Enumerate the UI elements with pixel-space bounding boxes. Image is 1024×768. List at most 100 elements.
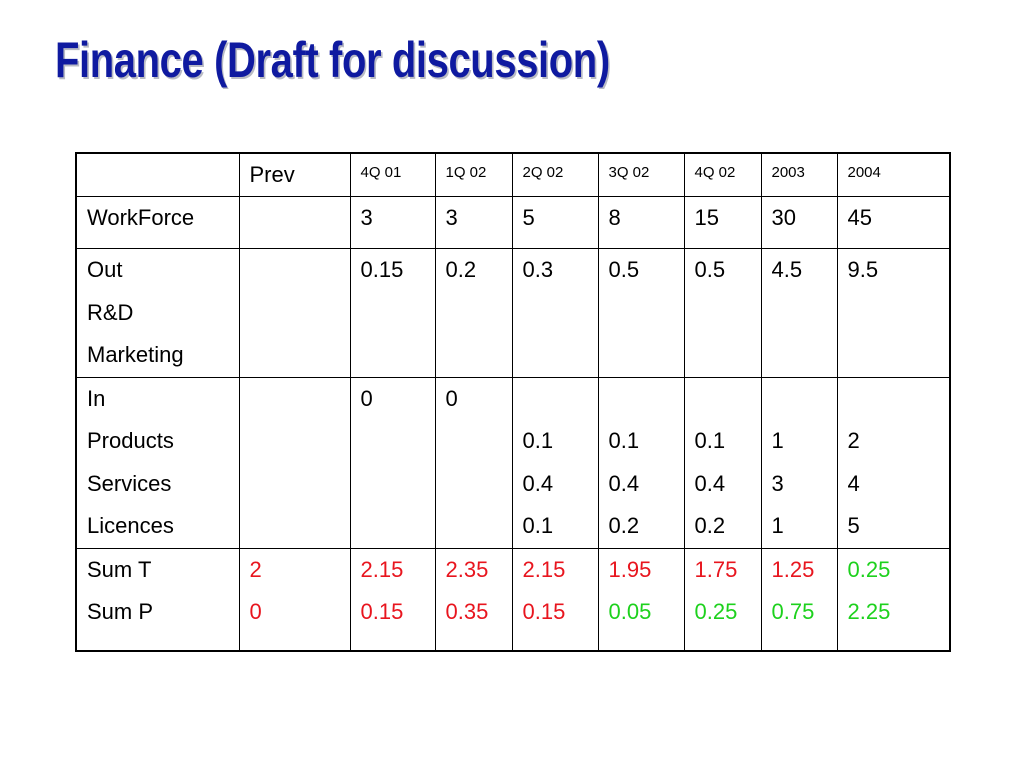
cell-line: [250, 378, 350, 420]
sum-t-value: 2.15: [360, 556, 404, 582]
cell-line: 2: [847, 428, 860, 453]
sum-p-value: 0.35: [445, 599, 489, 624]
sum-p-value: 0: [249, 599, 262, 624]
row-label-in: In Products Services Licences: [75, 376, 240, 549]
cell-line: [523, 378, 598, 420]
row-label: Licences: [87, 513, 174, 538]
table-cell: 30: [760, 196, 838, 249]
table-cell: 3: [349, 196, 436, 249]
cell-line: 0.1: [522, 513, 554, 538]
sum-p-value: 0.05: [608, 599, 652, 624]
row-label: Products: [87, 428, 174, 453]
cell-line: [361, 505, 435, 547]
cell-line: 0.2: [694, 513, 726, 538]
cell-line: 0.4: [608, 470, 640, 496]
table-cell: 15: [683, 196, 762, 249]
row-label-sums: Sum T Sum P: [75, 547, 240, 652]
cell-line: [361, 463, 435, 506]
cell-line: [446, 463, 512, 506]
header-cell-3q02: 3Q 02: [597, 152, 685, 197]
cell-line: [695, 378, 761, 420]
sum-p-value: 0.75: [771, 599, 815, 624]
cell-line: 0.1: [694, 428, 726, 453]
row-label: Out: [87, 257, 123, 282]
sum-p-value: 0.25: [694, 599, 738, 624]
cell-line: 5: [847, 513, 860, 538]
cell-line: [609, 378, 684, 420]
table-cell: 0.25 2.25: [836, 547, 951, 652]
row-label: R&D: [87, 299, 134, 325]
sum-t-value: 1.95: [608, 556, 652, 582]
table-cell: 0.3: [511, 248, 599, 378]
cell-line: 0.1: [522, 428, 554, 453]
table-cell: 1.95 0.05: [597, 547, 685, 652]
cell-line: 0.4: [522, 470, 554, 496]
cell-line: 0: [360, 385, 373, 411]
table-cell: 1.75 0.25: [683, 547, 762, 652]
page-title: Finance (Draft for discussion): [55, 32, 610, 88]
table-cell: [238, 248, 351, 378]
cell-line: 3: [771, 470, 784, 496]
header-cell-empty: [75, 152, 240, 197]
cell-line: [446, 505, 512, 547]
cell-line: 0: [445, 385, 458, 411]
table-cell: 45: [836, 196, 951, 249]
table-cell: 1.25 0.75: [760, 547, 838, 652]
table-cell: 0.5: [683, 248, 762, 378]
table-cell: 1 3 1: [760, 376, 838, 549]
out-row: Out R&D Marketing 0.15 0.2 0.3 0.5 0.5 4…: [75, 248, 951, 378]
sum-t-value: 0.25: [847, 556, 891, 582]
table-cell: 2.35 0.35: [434, 547, 513, 652]
cell-line: 0.4: [694, 470, 726, 496]
table-cell: 2 0: [238, 547, 351, 652]
sum-p-value: 0.15: [522, 599, 566, 624]
table-cell: 0.15: [349, 248, 436, 378]
row-label: Marketing: [87, 342, 184, 367]
table-cell: 8: [597, 196, 685, 249]
table-cell: 0.1 0.4 0.2: [683, 376, 762, 549]
table-cell: [238, 196, 351, 249]
table-cell: 9.5: [836, 248, 951, 378]
row-label-out: Out R&D Marketing: [75, 248, 240, 378]
table-cell: 2.15 0.15: [511, 547, 599, 652]
header-cell-2004: 2004: [836, 152, 951, 197]
sum-t-value: 1.25: [771, 556, 815, 582]
row-label: Sum P: [87, 599, 154, 624]
header-cell-prev: Prev: [238, 152, 351, 197]
cell-line: 0.2: [608, 513, 640, 538]
in-row: In Products Services Licences 0 0: [75, 376, 951, 549]
cell-line: [250, 505, 350, 547]
table-cell: 0.5: [597, 248, 685, 378]
row-label-workforce: WorkForce: [75, 196, 240, 249]
sum-t-value: 2: [249, 556, 262, 582]
table-cell: 0: [434, 376, 513, 549]
table-cell: 0.1 0.4 0.1: [511, 376, 599, 549]
workforce-row: WorkForce 3 3 5 8 15 30 45: [75, 196, 951, 249]
header-row: Prev 4Q 01 1Q 02 2Q 02 3Q 02 4Q 02 2003 …: [75, 152, 951, 197]
table-cell: 4.5: [760, 248, 838, 378]
sum-row: Sum T Sum P 2 0 2.15 0.15 2.35 0.35 2.15…: [75, 547, 951, 652]
table-cell: 2.15 0.15: [349, 547, 436, 652]
sum-t-value: 2.15: [522, 556, 566, 582]
cell-line: [446, 420, 512, 463]
table-cell: 0.2: [434, 248, 513, 378]
cell-line: [848, 378, 950, 420]
sum-p-value: 2.25: [847, 599, 891, 624]
row-label: In: [87, 385, 106, 411]
header-cell-4q02: 4Q 02: [683, 152, 762, 197]
header-cell-1q02: 1Q 02: [434, 152, 513, 197]
row-label: Sum T: [87, 556, 152, 582]
sum-t-value: 1.75: [694, 556, 738, 582]
header-cell-4q01: 4Q 01: [349, 152, 436, 197]
table-cell: 3: [434, 196, 513, 249]
cell-line: [250, 463, 350, 506]
cell-line: [772, 378, 837, 420]
cell-line: 1: [771, 428, 784, 453]
cell-line: 4: [847, 470, 860, 496]
cell-line: 1: [771, 513, 784, 538]
sum-t-value: 2.35: [445, 556, 489, 582]
finance-table: Prev 4Q 01 1Q 02 2Q 02 3Q 02 4Q 02 2003 …: [75, 152, 951, 652]
table-cell: 5: [511, 196, 599, 249]
cell-line: [361, 420, 435, 463]
cell-line: [250, 420, 350, 463]
